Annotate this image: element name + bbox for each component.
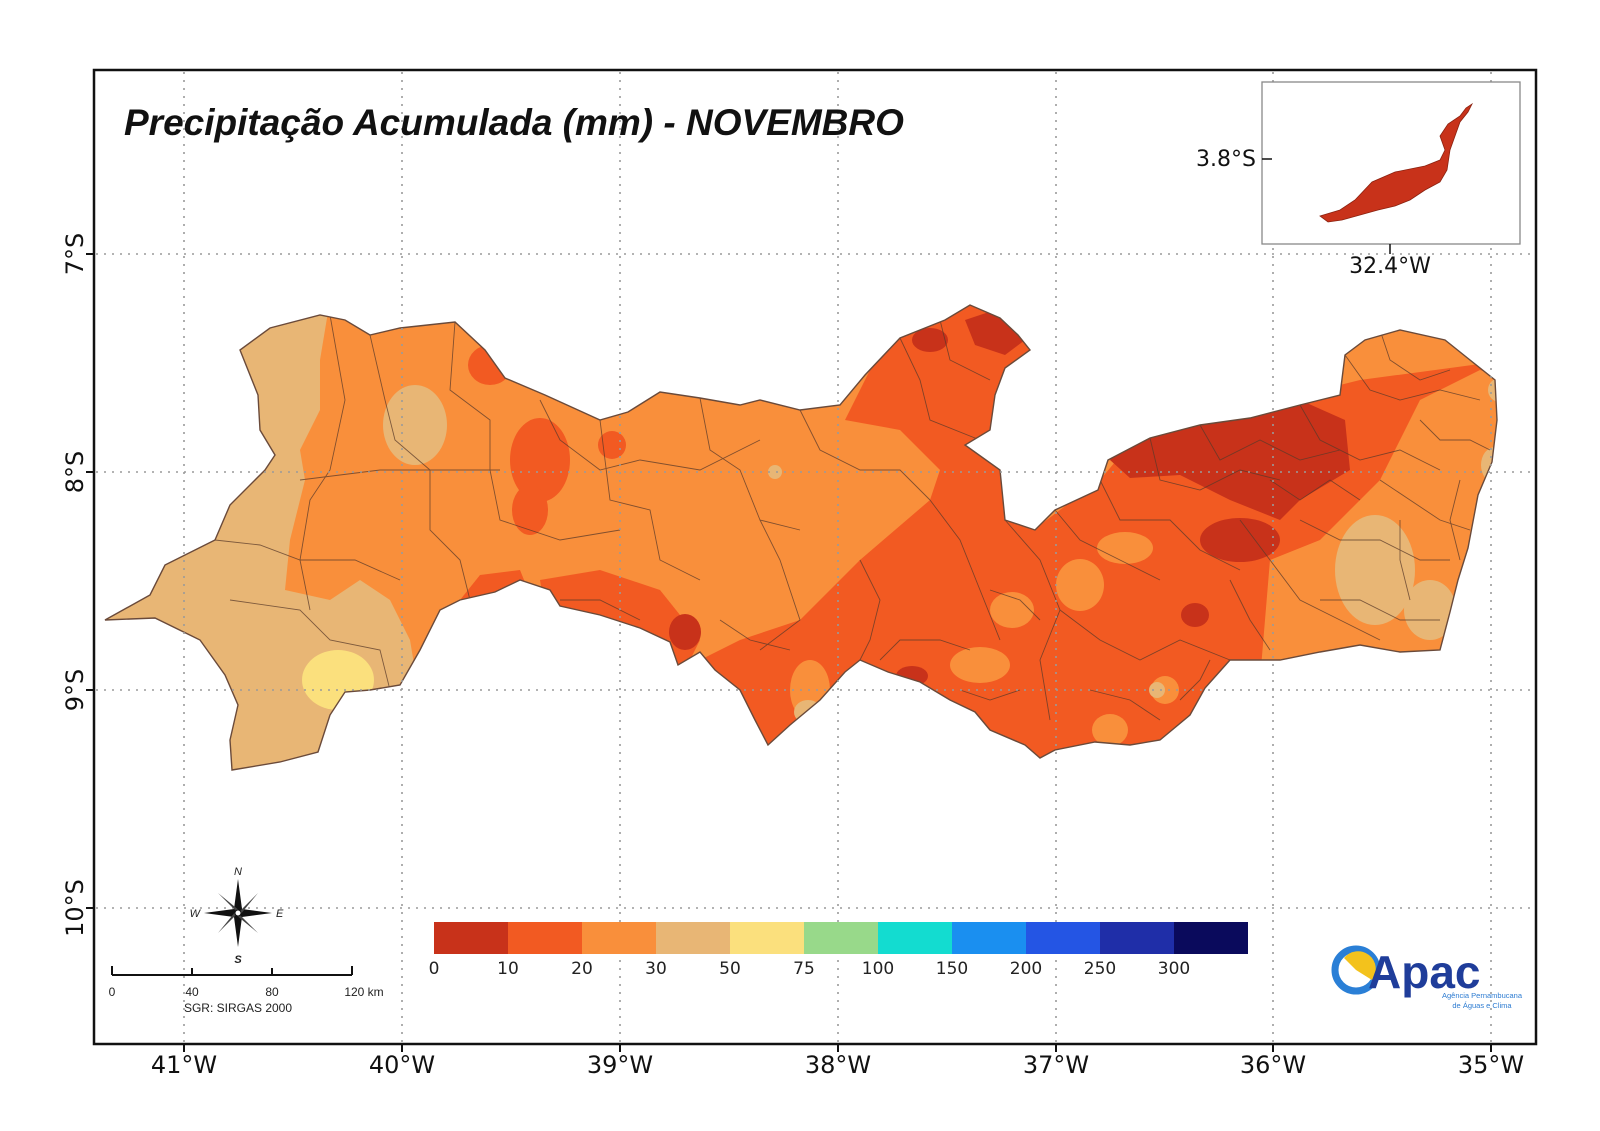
legend-label: 200 [1010,959,1042,979]
zone-0-10-spot [1181,603,1209,627]
logo-subtitle: de Águas e Clima [1452,1001,1512,1010]
legend-swatch [730,922,804,954]
lat-label: 9°S [61,669,89,712]
logo-ring-icon [1331,945,1381,995]
lon-label: 40°W [369,1051,435,1079]
zone-20-30-spot [1092,714,1128,746]
legend-swatch [878,922,952,954]
legend-swatch [1174,922,1248,954]
lat-label: 7°S [61,233,89,276]
scale-label: 0 [109,985,116,999]
scale-label: 120 km [344,985,383,999]
latitude-labels: 7°S 8°S 9°S 10°S [61,233,89,937]
compass-east: E [276,908,284,920]
zone-20-30-spot [950,647,1010,683]
legend-label: 75 [793,959,815,979]
inset-island [1319,102,1474,223]
compass-rose: N S E W [190,866,284,966]
legend-swatches [434,922,1248,954]
legend-labels: 0 10 20 30 50 75 100 150 200 250 300 [429,959,1191,979]
scale-bar: 0 40 80 120 km SGR: SIRGAS 2000 [109,966,384,1015]
color-legend: 0 10 20 30 50 75 100 150 200 250 300 [429,922,1248,979]
logo-sun-icon [1344,951,1376,980]
zone-20-30-spot [990,592,1034,628]
zone-20-30-spot [1097,532,1153,564]
scale-label: 40 [185,985,199,999]
lon-label: 41°W [151,1051,217,1079]
map-title: Precipitação Acumulada (mm) - NOVEMBRO [124,102,904,143]
legend-swatch [656,922,730,954]
zone-10-20-spot [598,431,626,459]
lon-label: 37°W [1023,1051,1089,1079]
longitude-labels: 41°W 40°W 39°W 38°W 37°W 36°W 35°W [151,1051,1524,1079]
legend-label: 300 [1158,959,1190,979]
compass-south: S [234,954,242,966]
zone-0-10-spot [1200,518,1280,562]
lat-label: 8°S [61,451,89,494]
legend-swatch [1100,922,1174,954]
lon-label: 36°W [1240,1051,1306,1079]
legend-swatch [582,922,656,954]
zone-30-50-spot [383,385,447,465]
zone-30-50-east [1335,515,1415,625]
state-outline [104,304,1498,771]
zone-0-10-spot [912,328,948,352]
inset-frame [1261,81,1521,245]
zone-10-20-spot [510,418,570,502]
zone-30-50-east [1404,580,1456,640]
lon-label: 35°W [1458,1051,1524,1079]
zone-0-10-spot [669,614,701,650]
zone-10-20-spot [512,485,548,535]
legend-label: 100 [862,959,894,979]
lon-label: 38°W [805,1051,871,1079]
legend-label: 10 [497,959,519,979]
zone-30-50-spot [1149,682,1165,698]
legend-swatch [952,922,1026,954]
zone-0-10-ne [965,310,1025,355]
legend-swatch [1026,922,1100,954]
inset-map: 3.8°S 32.4°W [1196,81,1521,279]
zone-20-30-spot [1056,559,1104,611]
legend-label: 20 [571,959,593,979]
apac-logo: Apac Agência Pernambucana de Águas e Cli… [1331,945,1523,1010]
crs-label: SGR: SIRGAS 2000 [184,1001,292,1015]
legend-label: 150 [936,959,968,979]
logo-wordmark: Apac [1368,946,1480,998]
scale-label: 80 [265,985,279,999]
inset-lat-label: 3.8°S [1196,147,1256,172]
legend-label: 30 [645,959,667,979]
compass-north: N [234,866,242,878]
legend-swatch [804,922,878,954]
legend-swatch [508,922,582,954]
legend-label: 250 [1084,959,1116,979]
zone-30-50-east [1488,378,1497,402]
lat-label: 10°S [61,879,89,937]
logo-subtitle: Agência Pernambucana [1442,991,1523,1000]
legend-label: 0 [429,959,440,979]
inset-lon-label: 32.4°W [1349,254,1431,279]
legend-swatch [434,922,508,954]
zone-30-50-spot [768,465,782,479]
municipality-boundaries [214,314,1491,721]
lon-label: 39°W [587,1051,653,1079]
axis-ticks [86,253,1492,1052]
compass-west: W [190,908,202,920]
legend-label: 50 [719,959,741,979]
compass-center-icon [234,909,242,917]
